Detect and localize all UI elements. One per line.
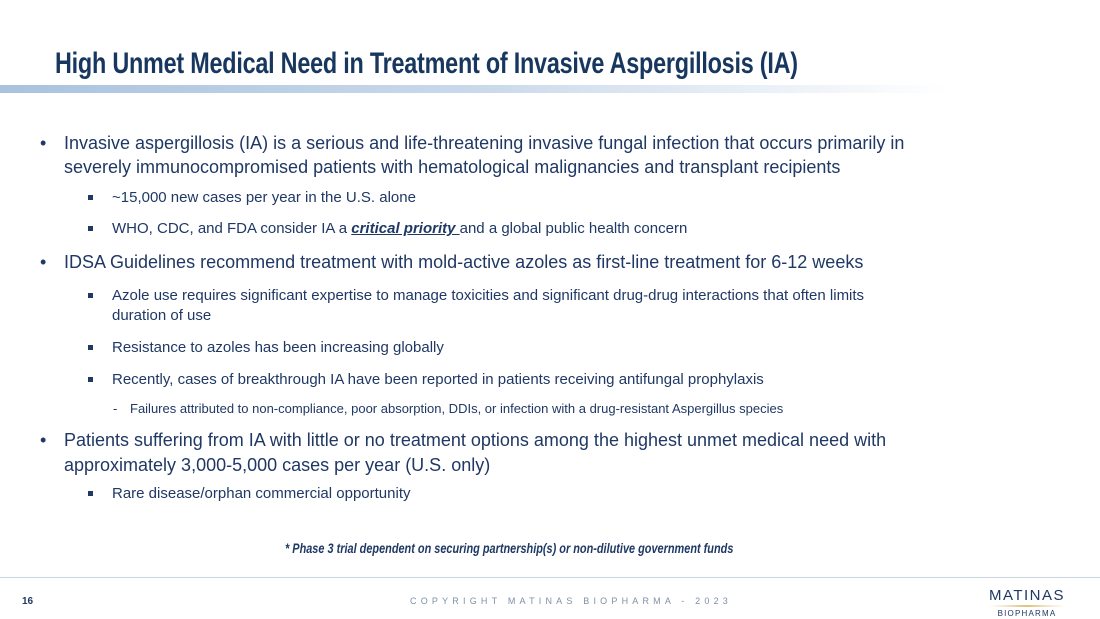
critical-priority-emphasis: critical priority <box>351 220 460 237</box>
page-number: 16 <box>22 596 34 607</box>
square-bullet-icon <box>88 491 93 496</box>
bullet-text: Invasive aspergillosis (IA) is a serious… <box>64 133 905 153</box>
bullet-icon: • <box>40 252 47 272</box>
bullet-text: severely immunocompromised patients with… <box>64 157 841 177</box>
logo-main-text: MATINAS <box>988 587 1066 604</box>
square-bullet-icon <box>88 195 93 200</box>
sub-bullet-text: WHO, CDC, and FDA consider IA a critical… <box>112 219 687 239</box>
bullet-icon: • <box>40 430 47 450</box>
dash-icon: - <box>113 401 118 416</box>
sub-bullet-text: Resistance to azoles has been increasing… <box>112 339 444 356</box>
bullet-text: Patients suffering from IA with little o… <box>64 430 887 450</box>
bullet-text: IDSA Guidelines recommend treatment with… <box>64 252 864 272</box>
footnote: * Phase 3 trial dependent on securing pa… <box>285 540 734 556</box>
square-bullet-icon <box>88 226 93 231</box>
square-bullet-icon <box>88 345 93 350</box>
text: WHO, CDC, and FDA consider IA a <box>112 220 352 237</box>
logo-sub-text: BIOPHARMA <box>997 609 1057 618</box>
matinas-logo: MATINAS BIOPHARMA <box>982 588 1072 618</box>
slide-title: High Unmet Medical Need in Treatment of … <box>55 47 798 80</box>
bullet-icon: • <box>40 133 47 153</box>
sub-sub-bullet: - Failures attributed to non-compliance,… <box>113 400 783 418</box>
sub-bullet-text: Azole use requires significant expertise… <box>112 287 865 304</box>
sub-bullet-text: Rare disease/orphan commercial opportuni… <box>112 485 411 502</box>
sub-bullet-text: ~15,000 new cases per year in the U.S. a… <box>112 189 416 206</box>
bullet-text: approximately 3,000-5,000 cases per year… <box>64 455 491 475</box>
sub-bullet-text: duration of use <box>112 307 212 324</box>
logo-swoosh <box>986 605 1068 607</box>
sub-sub-bullet-text: Failures attributed to non-compliance, p… <box>130 401 784 416</box>
text: and a global public health concern <box>459 220 688 237</box>
square-bullet-icon <box>88 293 93 298</box>
square-bullet-icon <box>88 377 93 382</box>
copyright: COPYRIGHT MATINAS BIOPHARMA - 2023 <box>410 596 733 606</box>
footer-divider <box>0 577 1100 578</box>
title-underline-bar <box>0 85 950 93</box>
sub-bullet-text: Recently, cases of breakthrough IA have … <box>112 371 764 388</box>
